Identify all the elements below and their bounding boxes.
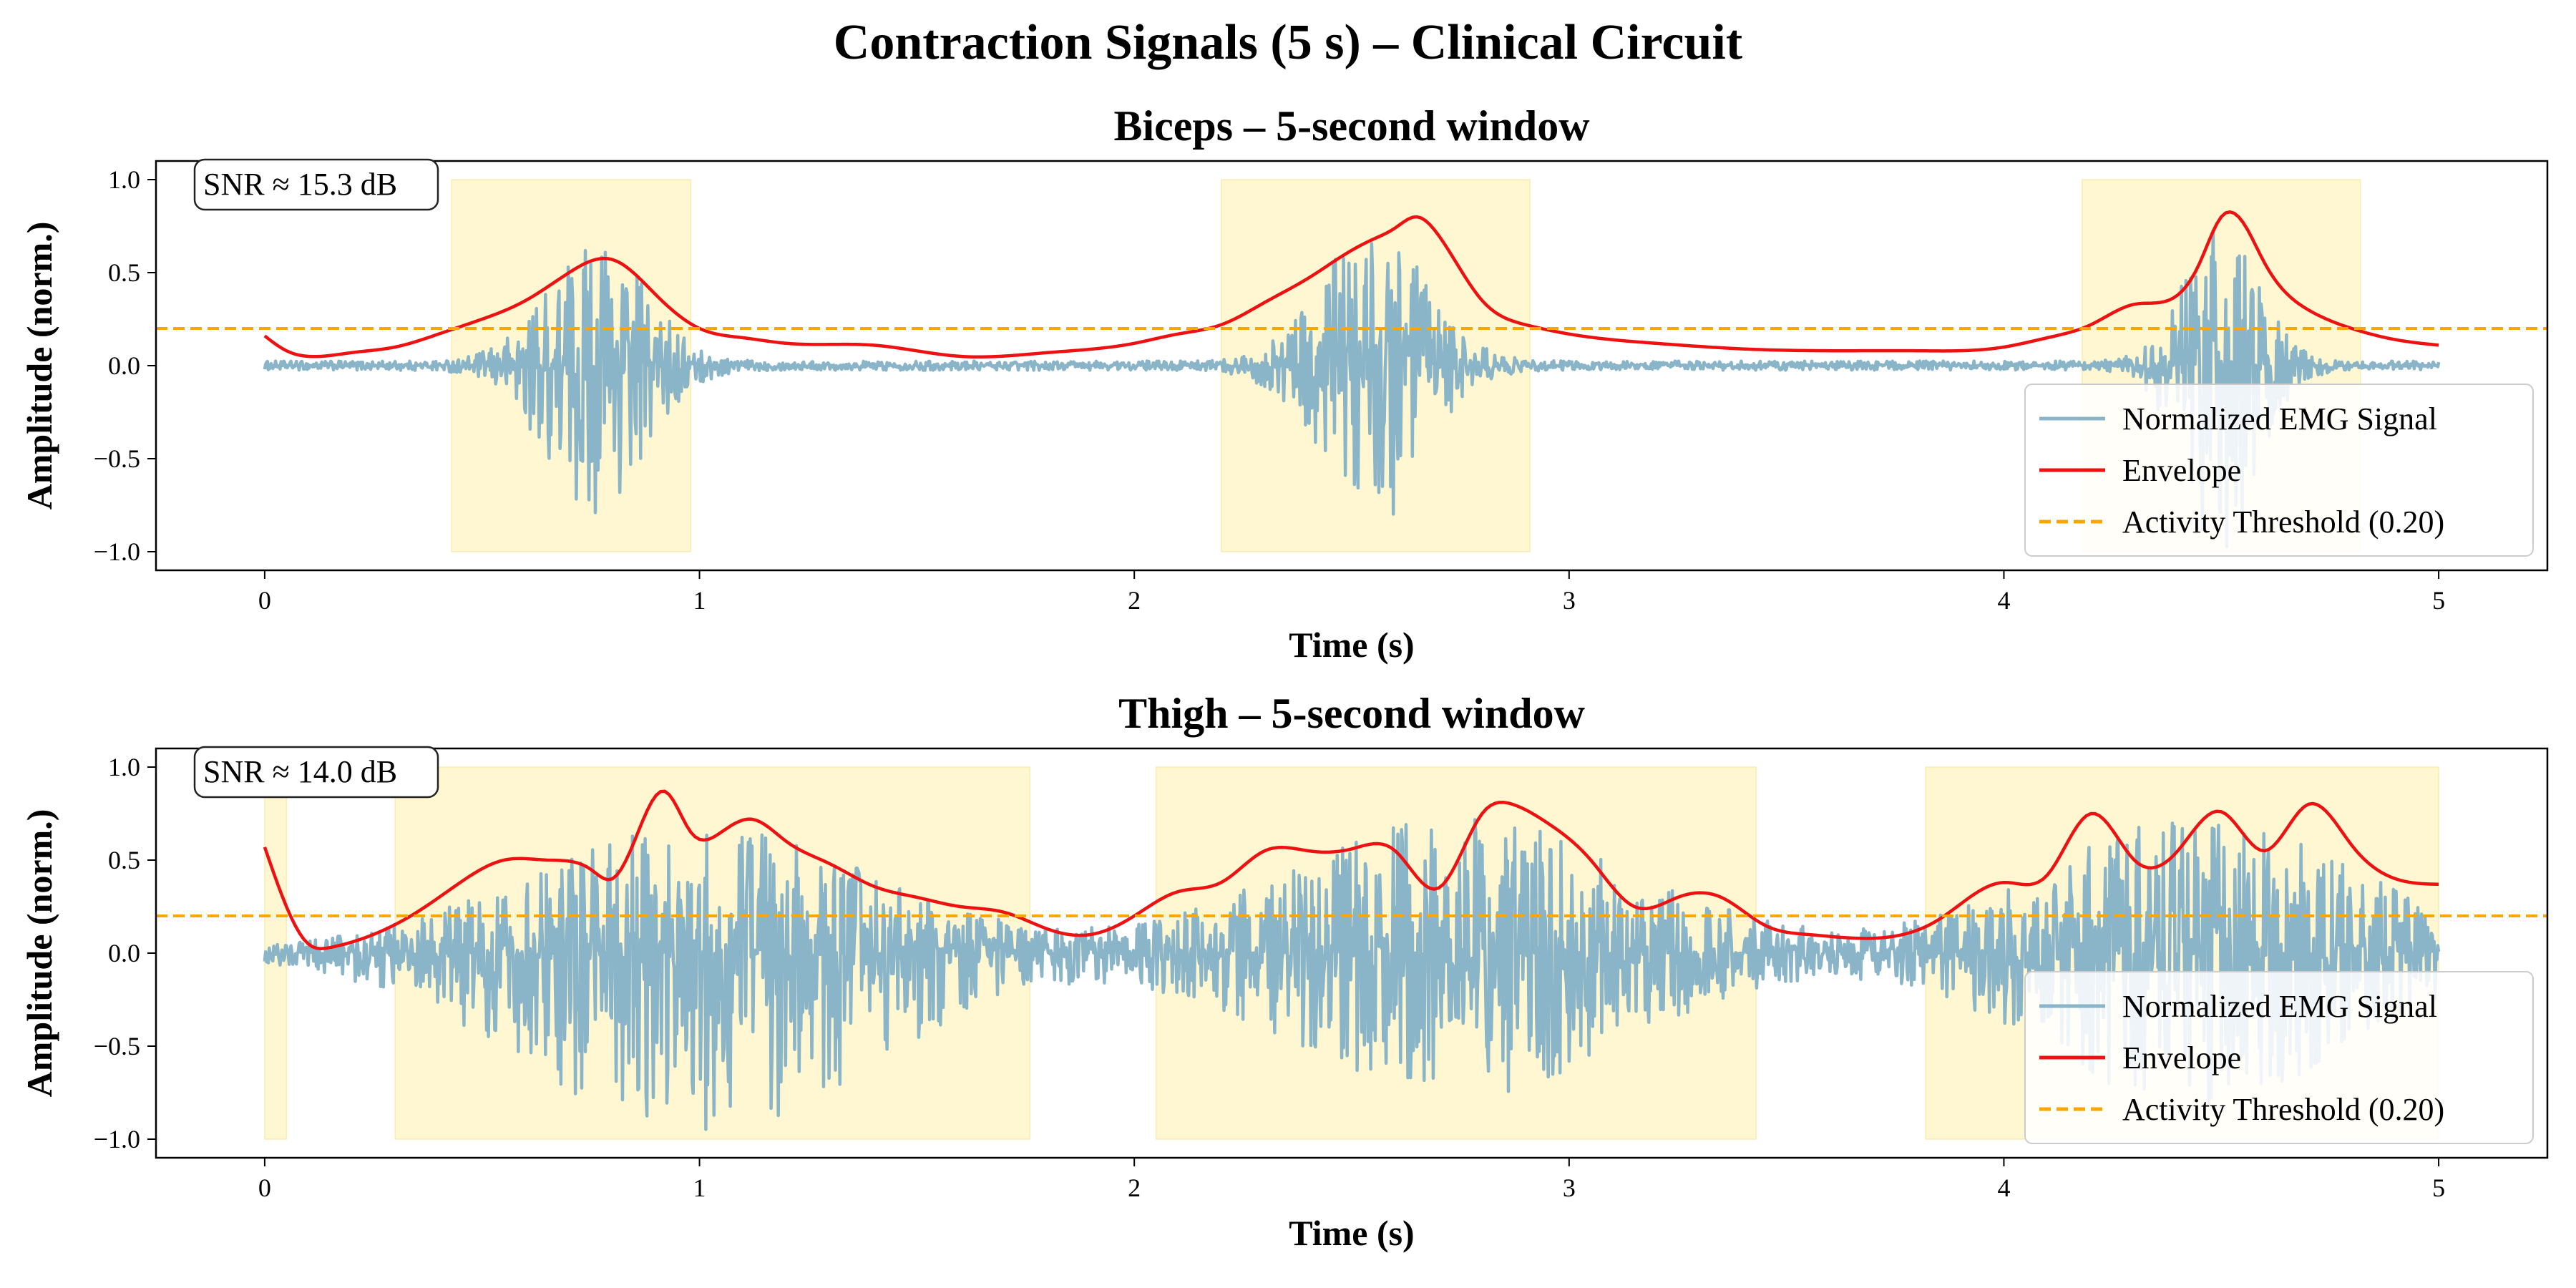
- legend-envelope-label: Envelope: [2122, 453, 2241, 488]
- panel-title: Biceps – 5-second window: [1113, 102, 1590, 150]
- x-tick-label: 4: [1997, 586, 2010, 615]
- envelope-line: [263, 210, 2439, 359]
- y-tick-label: −0.5: [94, 444, 140, 473]
- legend-signal-label: Normalized EMG Signal: [2122, 401, 2437, 436]
- legend: Normalized EMG Signal Envelope Activity Th…: [2024, 384, 2534, 557]
- x-tick-label: 1: [693, 586, 706, 615]
- panel-thigh: 0 1 2 3 4 5 −1.0 −0.5 0.0 0.5 1.0 Thigh – 5-second …: [19, 690, 2549, 1253]
- y-tick-label: −1.0: [94, 1125, 140, 1153]
- y-tick-label: 0.5: [108, 846, 140, 874]
- x-tick-label: 0: [258, 1174, 271, 1202]
- emg-signal-line: [263, 228, 2441, 549]
- snr-annotation: SNR ≈ 14.0 dB: [193, 746, 439, 799]
- snr-text: SNR ≈ 14.0 dB: [203, 754, 397, 789]
- y-tick-label: 0.0: [108, 939, 140, 967]
- x-tick-label: 0: [258, 586, 271, 615]
- legend-envelope-label: Envelope: [2122, 1040, 2241, 1075]
- y-axis-label: Amplitude (norm.): [19, 222, 59, 510]
- legend-signal-label: Normalized EMG Signal: [2122, 989, 2437, 1024]
- snr-box: [193, 158, 439, 211]
- legend-threshold-label: Activity Threshold (0.20): [2122, 504, 2444, 540]
- legend-box: [2024, 384, 2534, 557]
- x-axis-label: Time (s): [1289, 625, 1414, 665]
- x-tick-label: 5: [2432, 586, 2445, 615]
- x-tick-label: 2: [1128, 586, 1141, 615]
- x-tick-label: 1: [693, 1174, 706, 1202]
- panel-title: Thigh – 5-second window: [1118, 690, 1585, 737]
- y-tick-label: 1.0: [108, 165, 140, 194]
- y-tick-label: 0.5: [108, 258, 140, 287]
- y-tick-label: −1.0: [94, 537, 140, 566]
- panel-biceps: 0 1 2 3 4 5 −1.0 −0.5 0.0 0.5 1.0 Biceps – 5-second…: [19, 102, 2549, 665]
- x-tick-label: 2: [1128, 1174, 1141, 1202]
- panels: 0 1 2 3 4 5 −1.0 −0.5 0.0 0.5 1.0 Biceps – 5-second…: [19, 102, 2549, 1253]
- snr-annotation: SNR ≈ 15.3 dB: [193, 158, 439, 211]
- legend-box: [2024, 971, 2534, 1144]
- x-axis-label: Time (s): [1289, 1213, 1414, 1253]
- y-tick-label: 0.0: [108, 351, 140, 380]
- plot-area: [156, 766, 2547, 1140]
- x-tick-label: 3: [1563, 586, 1576, 615]
- legend-threshold-label: Activity Threshold (0.20): [2122, 1092, 2444, 1127]
- y-tick-label: −0.5: [94, 1032, 140, 1060]
- y-tick-label: 1.0: [108, 753, 140, 781]
- snr-box: [193, 746, 439, 799]
- y-axis-label: Amplitude (norm.): [19, 809, 59, 1098]
- snr-text: SNR ≈ 15.3 dB: [203, 167, 397, 202]
- plot-area: [156, 179, 2547, 552]
- x-tick-label: 4: [1997, 1174, 2010, 1202]
- figure-title: Contraction Signals (5 s) – Clinical Cir…: [834, 15, 1742, 70]
- x-tick-label: 5: [2432, 1174, 2445, 1202]
- legend: Normalized EMG Signal Envelope Activity Th…: [2024, 971, 2534, 1144]
- envelope-line: [263, 789, 2439, 951]
- x-tick-label: 3: [1563, 1174, 1576, 1202]
